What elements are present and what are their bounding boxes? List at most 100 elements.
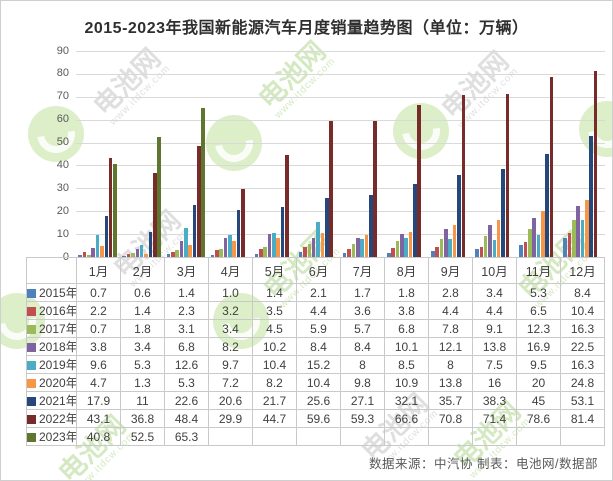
table-cell: 16 bbox=[472, 373, 517, 392]
bar bbox=[272, 233, 276, 257]
bar bbox=[567, 233, 572, 257]
bar bbox=[444, 229, 448, 257]
legend-year-label: 2021年 bbox=[39, 394, 77, 408]
data-table: 1月 2月 3月 4月 5月 6月 7月 8月 9月 10月 11月 12月 2015年 0.7 0.6 1.… bbox=[26, 257, 605, 446]
table-cell: 1.0 bbox=[208, 283, 253, 302]
bar bbox=[298, 252, 303, 257]
bar bbox=[104, 216, 109, 257]
table-cell: 9.5 bbox=[516, 355, 561, 374]
bar bbox=[91, 248, 96, 257]
bar bbox=[320, 233, 325, 257]
bar bbox=[413, 183, 417, 257]
table-cell: 1.8 bbox=[384, 283, 429, 302]
bar bbox=[523, 242, 528, 257]
table-cell bbox=[208, 427, 253, 446]
bar bbox=[87, 255, 91, 257]
table-cell: 2.3 bbox=[164, 301, 209, 320]
table-cell: 53.1 bbox=[560, 391, 605, 410]
bar bbox=[152, 172, 157, 257]
table-cell bbox=[384, 427, 429, 446]
bar bbox=[144, 254, 148, 257]
table-cell: 70.8 bbox=[428, 409, 473, 428]
bar bbox=[572, 219, 576, 257]
table-cell: 71.4 bbox=[472, 409, 517, 428]
bar bbox=[135, 249, 140, 257]
table-cell: 13.8 bbox=[428, 373, 473, 392]
bar bbox=[131, 252, 135, 257]
bar bbox=[391, 248, 395, 257]
table-cell: 32.1 bbox=[384, 391, 429, 410]
bar bbox=[201, 107, 205, 257]
gridline bbox=[76, 119, 605, 121]
bar bbox=[496, 220, 501, 257]
table-cell: 2.2 bbox=[76, 301, 121, 320]
table-header-row: 1月 2月 3月 4月 5月 6月 7月 8月 9月 10月 11月 12月 bbox=[26, 257, 605, 284]
table-cell: 10.4 bbox=[560, 301, 605, 320]
table-row: 2017年 0.7 1.8 3.1 3.4 4.5 5.9 5.7 6.8 7.8 9.1 12.3 1… bbox=[26, 319, 605, 338]
table-corner-cell bbox=[26, 257, 77, 284]
gridline bbox=[76, 165, 605, 167]
y-axis-tick-label: 30 bbox=[56, 181, 69, 194]
table-row: 2018年 3.8 3.4 6.8 8.2 10.2 8.4 8.4 10.1 12.1 13.8 1… bbox=[26, 337, 605, 356]
table-cell bbox=[472, 427, 517, 446]
bar bbox=[483, 236, 488, 257]
bar bbox=[188, 244, 192, 257]
bar bbox=[585, 200, 589, 257]
table-row: 2015年 0.7 0.6 1.4 1.0 1.4 2.1 1.7 1.8 2.8 3.4 5.3 8.… bbox=[26, 283, 605, 302]
table-cell bbox=[340, 427, 385, 446]
bar bbox=[215, 249, 219, 257]
bar bbox=[386, 252, 391, 257]
legend-year-label: 2020年 bbox=[39, 376, 77, 390]
y-axis-tick-label: 10 bbox=[56, 227, 69, 240]
legend-cell: 2022年 bbox=[26, 409, 77, 428]
table-cell: 12.3 bbox=[516, 319, 561, 338]
bar bbox=[276, 238, 281, 257]
table-cell: 1.4 bbox=[252, 283, 297, 302]
table-cell: 11 bbox=[120, 391, 165, 410]
table-cell: 3.5 bbox=[252, 301, 297, 320]
bar bbox=[519, 244, 523, 257]
table-cell: 8 bbox=[428, 355, 473, 374]
bar bbox=[263, 246, 268, 257]
legend-color-swatch-icon bbox=[27, 307, 36, 316]
bar bbox=[373, 121, 377, 257]
table-cell: 1.8 bbox=[120, 319, 165, 338]
bar bbox=[360, 238, 364, 257]
table-cell: 44.7 bbox=[252, 409, 297, 428]
bar bbox=[78, 255, 82, 257]
y-axis-tick-label: 60 bbox=[56, 113, 69, 126]
bar bbox=[527, 228, 532, 257]
table-header-cell: 1月 bbox=[76, 257, 121, 284]
table-cell: 12.1 bbox=[428, 337, 473, 356]
bar bbox=[108, 158, 113, 257]
table-cell: 0.6 bbox=[120, 283, 165, 302]
table-cell: 0.7 bbox=[76, 319, 121, 338]
bar bbox=[408, 232, 413, 257]
bar bbox=[593, 70, 598, 257]
bar bbox=[448, 238, 453, 257]
table-cell: 5.3 bbox=[120, 355, 165, 374]
table-cell: 7.2 bbox=[208, 373, 253, 392]
bar bbox=[532, 218, 536, 257]
table-cell: 8 bbox=[340, 355, 385, 374]
bar bbox=[197, 146, 201, 257]
bar bbox=[126, 253, 131, 257]
table-cell bbox=[252, 427, 297, 446]
bar bbox=[179, 241, 184, 257]
table-cell: 4.5 bbox=[252, 319, 297, 338]
table-cell: 10.4 bbox=[296, 373, 341, 392]
table-cell: 29.9 bbox=[208, 409, 253, 428]
legend-color-swatch-icon bbox=[27, 289, 36, 298]
bar bbox=[501, 169, 505, 257]
table-cell: 5.3 bbox=[516, 283, 561, 302]
table-cell: 8.4 bbox=[340, 337, 385, 356]
table-header-cell: 2月 bbox=[120, 257, 165, 284]
bar bbox=[100, 246, 104, 257]
gridline bbox=[76, 96, 605, 98]
table-cell: 8.4 bbox=[560, 283, 605, 302]
bar bbox=[545, 154, 549, 257]
table-cell: 38.3 bbox=[472, 391, 517, 410]
table-cell: 10.4 bbox=[252, 355, 297, 374]
